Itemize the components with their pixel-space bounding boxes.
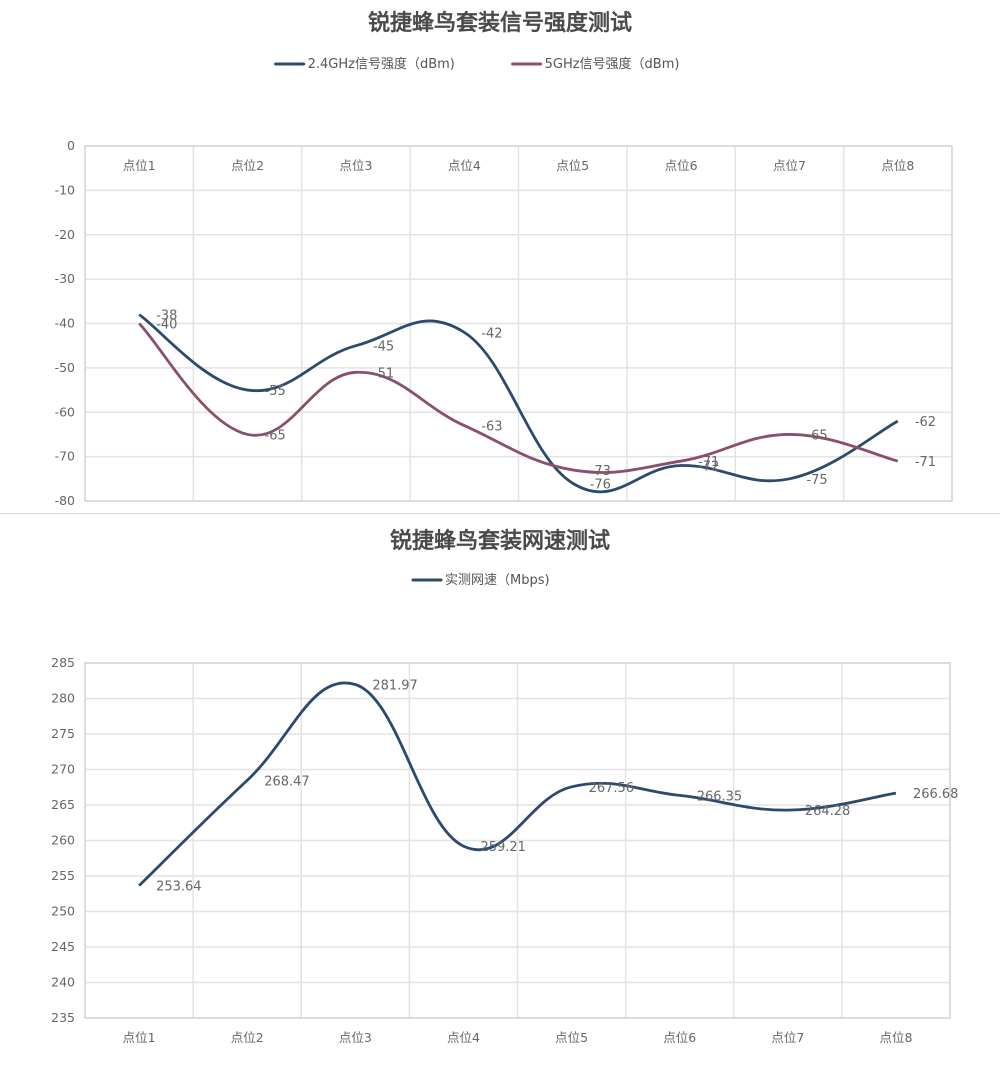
y-tick-label: 255 [51,868,75,883]
x-category-label: 点位6 [665,158,698,173]
legend-label-1: 2.4GHz信号强度（dBm) [308,56,455,72]
data-label: -65 [265,428,286,443]
y-tick-label: -10 [55,182,75,197]
data-label: 259.21 [480,840,526,855]
y-tick-label: -30 [55,271,75,286]
legend-label-1: 实测网速（Mbps) [445,573,550,588]
x-category-label: 点位5 [556,158,589,173]
data-label: -42 [481,326,502,341]
y-tick-label: 280 [51,691,75,706]
data-label: -75 [806,473,827,488]
data-label: -40 [156,318,177,333]
y-tick-label: 235 [51,1010,75,1025]
legend-item-1: 2.4GHz信号强度（dBm) [274,56,455,72]
y-tick-label: 245 [51,939,75,954]
data-label: 264.28 [805,804,851,819]
x-category-label: 点位8 [879,1030,912,1045]
series-line-1 [138,681,897,887]
x-category-label: 点位3 [339,1030,372,1045]
data-label: -45 [373,340,394,355]
y-tick-label: 285 [51,655,75,670]
data-label: -51 [373,366,394,381]
x-category-label: 点位7 [773,158,806,173]
y-tick-label: -20 [55,227,75,242]
data-label: 266.68 [913,787,959,802]
data-label: -76 [590,477,611,492]
data-label: -63 [481,420,502,435]
plot-frame [84,662,951,1019]
y-tick-label: 240 [51,975,75,990]
data-label: 281.97 [372,679,418,694]
x-category-label: 点位6 [663,1030,696,1045]
x-category-label: 点位1 [123,1030,156,1045]
chart-title: 锐捷蜂鸟套装信号强度测试 [368,10,632,36]
data-label: 253.64 [156,880,202,895]
y-tick-label: 265 [51,797,75,812]
data-label: -72 [698,460,719,475]
y-tick-label: -80 [55,493,75,508]
data-label: 268.47 [264,774,310,789]
y-tick-label: -50 [55,360,75,375]
y-tick-label: -70 [55,449,75,464]
data-label: -38 [156,309,177,324]
data-label: -71 [915,455,936,470]
x-category-label: 点位5 [555,1030,588,1045]
x-category-label: 点位8 [881,158,914,173]
y-tick-label: -60 [55,404,75,419]
legend-item-2: 5GHz信号强度（dBm) [511,56,680,72]
y-tick-label: 260 [51,833,75,848]
x-category-label: 点位4 [448,158,481,173]
x-category-label: 点位7 [771,1030,804,1045]
data-label: 267.56 [589,781,635,796]
chart-divider [0,513,1000,514]
data-label: -71 [698,455,719,470]
series-line-2 [138,322,899,474]
y-tick-label: 270 [51,762,75,777]
y-tick-label: 0 [67,138,75,153]
chart-title: 锐捷蜂鸟套装网速测试 [390,528,610,554]
signal-strength-chart: 锐捷蜂鸟套装信号强度测试 2.4GHz信号强度（dBm) 5GHz信号强度（dBm)… [55,10,953,508]
x-category-label: 点位3 [339,158,372,173]
y-tick-label: -40 [55,316,75,331]
x-category-label: 点位2 [231,158,264,173]
y-tick-label: 250 [51,904,75,919]
legend-item-1: 实测网速（Mbps) [411,573,550,588]
x-category-label: 点位1 [123,158,156,173]
y-tick-label: 275 [51,726,75,741]
data-label: -65 [806,428,827,443]
series-line-1 [138,313,899,494]
data-label: -55 [265,384,286,399]
data-label: -62 [915,415,936,430]
x-category-label: 点位2 [231,1030,264,1045]
x-category-label: 点位4 [447,1030,480,1045]
plot-frame [84,145,953,502]
data-label: -73 [590,464,611,479]
legend-label-2: 5GHz信号强度（dBm) [545,56,680,72]
data-label: 266.35 [697,789,743,804]
